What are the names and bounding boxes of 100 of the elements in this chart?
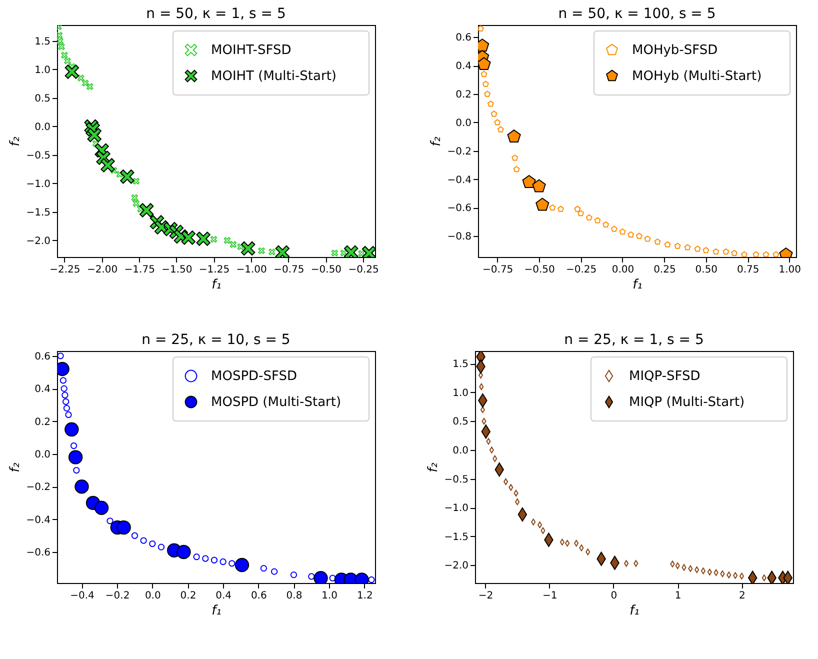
point (358, 250, 365, 257)
point (116, 171, 124, 178)
point (702, 246, 710, 254)
point (73, 466, 80, 474)
point (70, 442, 78, 450)
x-axis-title: f₁ (212, 604, 222, 618)
point (558, 206, 564, 212)
point (549, 204, 556, 210)
point (674, 242, 681, 249)
point (340, 250, 347, 256)
point (110, 167, 118, 174)
x-tick-label: −1.50 (162, 264, 192, 276)
point (531, 518, 536, 526)
y-tick-label: 1.0 (34, 64, 50, 76)
point (64, 422, 79, 437)
y-tick-label: 0.2 (456, 90, 472, 101)
x-tick-label: −1 (542, 590, 558, 602)
point (331, 250, 338, 256)
point (329, 574, 336, 582)
y-tick-label: −0.2 (447, 146, 472, 158)
y-tick-label: 0.5 (34, 93, 50, 104)
point (733, 572, 738, 579)
point (131, 532, 138, 539)
point (61, 52, 68, 59)
point (268, 248, 276, 256)
x-axis-title: f₁ (632, 278, 642, 292)
point (314, 571, 328, 583)
point (586, 214, 592, 220)
point (482, 80, 489, 87)
point (490, 110, 498, 117)
point (94, 500, 109, 515)
y-axis-title: f₂ (426, 462, 442, 472)
point (60, 377, 67, 384)
point (731, 250, 738, 256)
point (230, 241, 236, 248)
legend-label: MOSPD-SFSD (211, 369, 298, 384)
x-tick-label: 0.50 (695, 264, 718, 276)
point (741, 251, 748, 257)
y-tick-label: −0.2 (26, 482, 50, 494)
x-tick-label: −1.75 (124, 264, 155, 276)
point (87, 128, 102, 142)
point (63, 404, 70, 412)
point (120, 170, 134, 184)
point (578, 210, 584, 216)
chart-title: n = 25, κ = 10, s = 5 (142, 332, 290, 348)
point (507, 130, 521, 143)
point (752, 251, 760, 257)
x-tick-label: −1.25 (198, 264, 230, 276)
chart-title: n = 25, κ = 1, s = 5 (564, 332, 704, 348)
y-tick-label: −0.5 (444, 474, 468, 486)
point (688, 565, 693, 572)
point (196, 232, 210, 246)
point (654, 238, 661, 245)
point (260, 564, 268, 572)
x-tick-label: −0.25 (348, 264, 379, 276)
point (220, 558, 226, 566)
point (492, 455, 498, 462)
x-tick-label: −2.25 (50, 264, 80, 276)
point (540, 527, 546, 534)
x-tick-label: 0.8 (286, 590, 302, 602)
point (62, 392, 68, 398)
y-tick-label: 0.0 (34, 449, 50, 460)
point (62, 398, 70, 405)
y-tick-label: 0.0 (34, 122, 50, 133)
point (132, 178, 140, 185)
point (74, 480, 89, 494)
legend-label: MIQP (Multi-Start) (629, 395, 745, 410)
point (240, 241, 256, 256)
point (228, 560, 236, 567)
point (64, 58, 71, 64)
x-tick-label: −0.75 (274, 264, 304, 276)
point (202, 555, 209, 562)
x-tick-label: 0 (610, 590, 618, 602)
point (783, 570, 792, 583)
point (700, 568, 706, 574)
point (139, 203, 154, 218)
x-tick-label: −1.00 (236, 264, 267, 276)
point (670, 560, 675, 568)
y-tick-label: −2.0 (26, 236, 50, 247)
point (513, 166, 520, 172)
point (60, 385, 68, 392)
point (224, 237, 231, 244)
point (181, 230, 196, 245)
x-tick-label: −2.00 (86, 264, 118, 276)
point (58, 43, 65, 50)
point (628, 231, 634, 238)
x-tick-label: 1 (674, 590, 682, 602)
x-axis-title: f₁ (212, 278, 222, 292)
point (532, 179, 546, 192)
x-tick-label: −0.25 (566, 264, 597, 276)
point (106, 518, 114, 524)
point (116, 520, 131, 535)
point (767, 570, 776, 583)
legend-label: MIQP-SFSD (629, 369, 700, 384)
point (594, 217, 601, 224)
y-tick-label: −1.0 (26, 178, 50, 190)
y-tick-label: −0.4 (447, 174, 472, 186)
x-tick-label: 1.00 (778, 264, 801, 276)
point (560, 538, 564, 546)
chart-title: n = 50, κ = 100, s = 5 (558, 6, 716, 22)
